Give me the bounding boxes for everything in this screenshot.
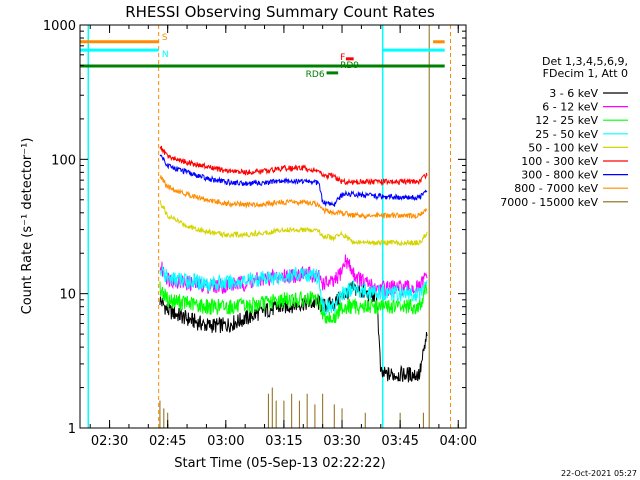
series-line-8 [159, 387, 424, 428]
legend-label-5: 100 - 300 keV [521, 155, 598, 168]
series-line-2 [159, 281, 428, 324]
legend-label-0: 3 - 6 keV [549, 87, 598, 100]
legend-label-8: 7000 - 15000 keV [500, 196, 598, 209]
legend-label-4: 50 - 100 keV [528, 141, 598, 154]
y-tick-label: 100 [51, 153, 76, 168]
legend-label-1: 6 - 12 keV [542, 101, 598, 114]
series-line-5 [159, 145, 428, 187]
state-label-n: N [162, 50, 169, 60]
series-line-3 [159, 265, 428, 316]
date-stamp: 22-Oct-2021 05:27 [561, 469, 637, 478]
y-tick-label: 1 [68, 422, 76, 437]
x-tick-label: 04:00 [440, 434, 477, 449]
chart-title: RHESSI Observing Summary Count Rates [125, 3, 435, 21]
legend-header: FDecim 1, Att 0 [543, 67, 628, 80]
state-label-rd6: RD6 [306, 70, 325, 80]
state-label-rd9: RD9 [340, 61, 359, 71]
series-line-4 [159, 200, 428, 247]
state-label-s: S [162, 33, 168, 43]
series-line-7 [159, 175, 428, 220]
legend-header: Det 1,3,4,5,6,9, [542, 55, 628, 68]
y-tick-label: 1000 [43, 19, 76, 34]
x-axis-title: Start Time (05-Sep-13 02:22:22) [174, 456, 385, 471]
series-line-6 [159, 154, 428, 208]
legend-label-6: 300 - 800 keV [521, 169, 598, 182]
x-tick-label: 02:45 [149, 434, 186, 449]
y-axis-title: Count Rate (s⁻¹ detector⁻¹) [20, 138, 35, 315]
legend-label-2: 12 - 25 keV [535, 114, 598, 127]
x-tick-label: 03:30 [323, 434, 360, 449]
x-tick-label: 03:00 [207, 434, 244, 449]
legend-label-7: 800 - 7000 keV [514, 182, 598, 195]
x-tick-label: 03:15 [265, 434, 302, 449]
x-tick-label: 02:30 [91, 434, 128, 449]
x-tick-label: 03:45 [381, 434, 418, 449]
plot-frame [79, 24, 467, 429]
legend-label-3: 25 - 50 keV [535, 128, 598, 141]
state-label-f: F [340, 53, 345, 63]
y-tick-label: 10 [59, 288, 76, 303]
series-line-1 [159, 254, 428, 298]
